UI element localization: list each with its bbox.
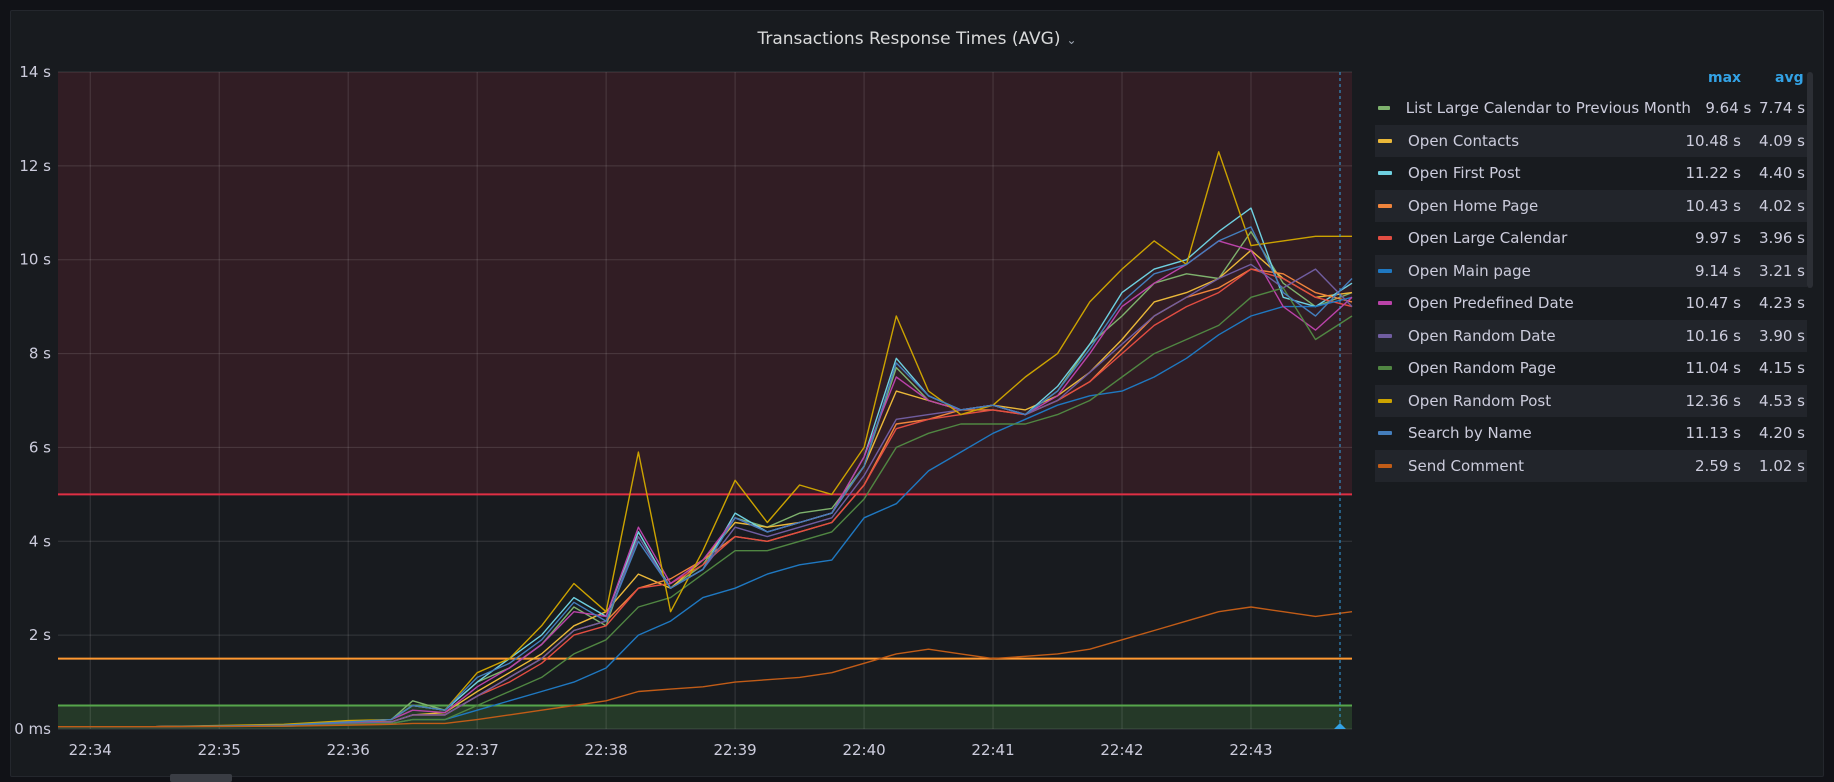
x-tick-label: 22:42: [1100, 741, 1143, 759]
legend-item[interactable]: List Large Calendar to Previous Month 9.6…: [1375, 92, 1807, 125]
legend-item-max: 11.04 s: [1685, 359, 1741, 378]
legend-item[interactable]: Open Random Page 11.04 s 4.15 s: [1375, 352, 1807, 385]
legend-item-avg: 4.09 s: [1759, 131, 1805, 150]
legend-item[interactable]: Open Random Post 12.36 s 4.53 s: [1375, 384, 1807, 417]
legend-rows: List Large Calendar to Previous Month 9.6…: [1375, 92, 1807, 482]
legend-item-name[interactable]: Open First Post: [1408, 164, 1521, 183]
legend-item[interactable]: Send Comment 2.59 s 1.02 s: [1375, 449, 1807, 482]
legend-item[interactable]: Open Home Page 10.43 s 4.02 s: [1375, 189, 1807, 222]
legend-header-avg[interactable]: avg: [1775, 70, 1804, 86]
legend-item-name[interactable]: Open Random Post: [1408, 391, 1552, 410]
legend-item-max: 10.47 s: [1685, 294, 1741, 313]
legend-item-avg: 3.21 s: [1759, 261, 1805, 280]
legend-item-max: 2.59 s: [1695, 456, 1741, 475]
legend-swatch[interactable]: [1378, 106, 1390, 111]
x-tick-label: 22:39: [713, 741, 756, 759]
legend-swatch[interactable]: [1378, 431, 1392, 436]
legend-swatch[interactable]: [1378, 236, 1392, 241]
x-tick-label: 22:36: [327, 741, 370, 759]
legend-item-name[interactable]: Open Predefined Date: [1408, 294, 1574, 313]
legend-item-name[interactable]: Open Contacts: [1408, 131, 1520, 150]
y-tick-label: 8 s: [29, 345, 51, 363]
legend-item-avg: 4.23 s: [1759, 294, 1805, 313]
legend-swatch[interactable]: [1378, 268, 1392, 273]
legend-item-max: 9.14 s: [1695, 261, 1741, 280]
panel-title[interactable]: Transactions Response Times (AVG) ⌄: [11, 29, 1823, 49]
y-tick-label: 4 s: [29, 532, 51, 550]
legend-scrollbar[interactable]: [1807, 72, 1813, 288]
legend-swatch[interactable]: [1378, 366, 1392, 371]
chevron-down-icon[interactable]: ⌄: [1066, 33, 1077, 47]
legend: max avg List Large Calendar to Previous …: [1375, 70, 1807, 482]
legend-header-max[interactable]: max: [1708, 70, 1742, 86]
series-line: [58, 263, 1353, 728]
legend-swatch[interactable]: [1378, 138, 1392, 143]
legend-item-name[interactable]: Open Home Page: [1408, 196, 1539, 215]
y-tick-label: 12 s: [19, 157, 51, 175]
legend-item-max: 11.22 s: [1685, 164, 1741, 183]
y-tick-label: 0 ms: [14, 720, 51, 738]
legend-item-max: 10.48 s: [1685, 131, 1741, 150]
legend-item-max: 9.64 s: [1705, 99, 1752, 118]
legend-item-name[interactable]: Send Comment: [1408, 456, 1525, 475]
legend-item-name[interactable]: List Large Calendar to Previous Month: [1405, 99, 1691, 118]
legend-item-max: 10.43 s: [1685, 196, 1741, 215]
legend-item-avg: 3.90 s: [1759, 326, 1805, 345]
legend-item-avg: 4.02 s: [1759, 196, 1805, 215]
legend-item-max: 12.36 s: [1685, 391, 1741, 410]
horizontal-scrollbar[interactable]: [170, 774, 232, 782]
legend-item-name[interactable]: Open Main page: [1408, 261, 1531, 280]
legend-item-avg: 7.74 s: [1759, 99, 1806, 118]
legend-item-name[interactable]: Open Large Calendar: [1408, 229, 1568, 248]
legend-item-max: 10.16 s: [1685, 326, 1741, 345]
x-tick-label: 22:40: [842, 741, 885, 759]
y-tick-label: 6 s: [29, 438, 51, 456]
x-tick-label: 22:34: [69, 741, 112, 759]
legend-item-avg: 4.20 s: [1759, 424, 1805, 443]
x-tick-label: 22:38: [585, 741, 628, 759]
series-line: [58, 606, 1353, 728]
legend-item-avg: 3.96 s: [1759, 229, 1805, 248]
legend-swatch[interactable]: [1378, 203, 1392, 208]
series-line: [58, 226, 1353, 728]
legend-item-avg: 4.40 s: [1759, 164, 1805, 183]
legend-swatch[interactable]: [1378, 333, 1392, 338]
legend-item-avg: 4.53 s: [1759, 391, 1805, 410]
series-line: [58, 287, 1353, 728]
legend-item-max: 9.97 s: [1695, 229, 1741, 248]
legend-swatch[interactable]: [1378, 463, 1392, 468]
x-tick-label: 22:43: [1229, 741, 1272, 759]
legend-header: max avg: [1375, 70, 1807, 92]
y-tick-label: 2 s: [29, 626, 51, 644]
legend-swatch[interactable]: [1378, 171, 1392, 176]
legend-item-name[interactable]: Search by Name: [1408, 424, 1532, 443]
legend-swatch[interactable]: [1378, 301, 1392, 306]
legend-item[interactable]: Open Large Calendar 9.97 s 3.96 s: [1375, 222, 1807, 255]
y-tick-label: 14 s: [19, 63, 51, 81]
legend-item[interactable]: Open Contacts 10.48 s 4.09 s: [1375, 124, 1807, 157]
legend-item[interactable]: Search by Name 11.13 s 4.20 s: [1375, 417, 1807, 450]
legend-swatch[interactable]: [1378, 398, 1392, 403]
x-tick-label: 22:37: [456, 741, 499, 759]
legend-item-name[interactable]: Open Random Page: [1408, 359, 1557, 378]
panel-title-text: Transactions Response Times (AVG): [757, 29, 1061, 49]
legend-item[interactable]: Open Random Date 10.16 s 3.90 s: [1375, 319, 1807, 352]
x-tick-label: 22:35: [198, 741, 241, 759]
legend-item-name[interactable]: Open Random Date: [1408, 326, 1556, 345]
legend-item[interactable]: Open First Post 11.22 s 4.40 s: [1375, 157, 1807, 190]
threshold-region: [58, 72, 1352, 495]
y-tick-label: 10 s: [19, 251, 51, 269]
legend-item[interactable]: Open Main page 9.14 s 3.21 s: [1375, 254, 1807, 287]
legend-item[interactable]: Open Predefined Date 10.47 s 4.23 s: [1375, 287, 1807, 320]
legend-item-avg: 4.15 s: [1759, 359, 1805, 378]
current-time-marker-icon: [1334, 723, 1346, 729]
legend-item-avg: 1.02 s: [1759, 456, 1805, 475]
series-line: [58, 230, 1353, 728]
x-tick-label: 22:41: [971, 741, 1014, 759]
legend-item-max: 11.13 s: [1685, 424, 1741, 443]
